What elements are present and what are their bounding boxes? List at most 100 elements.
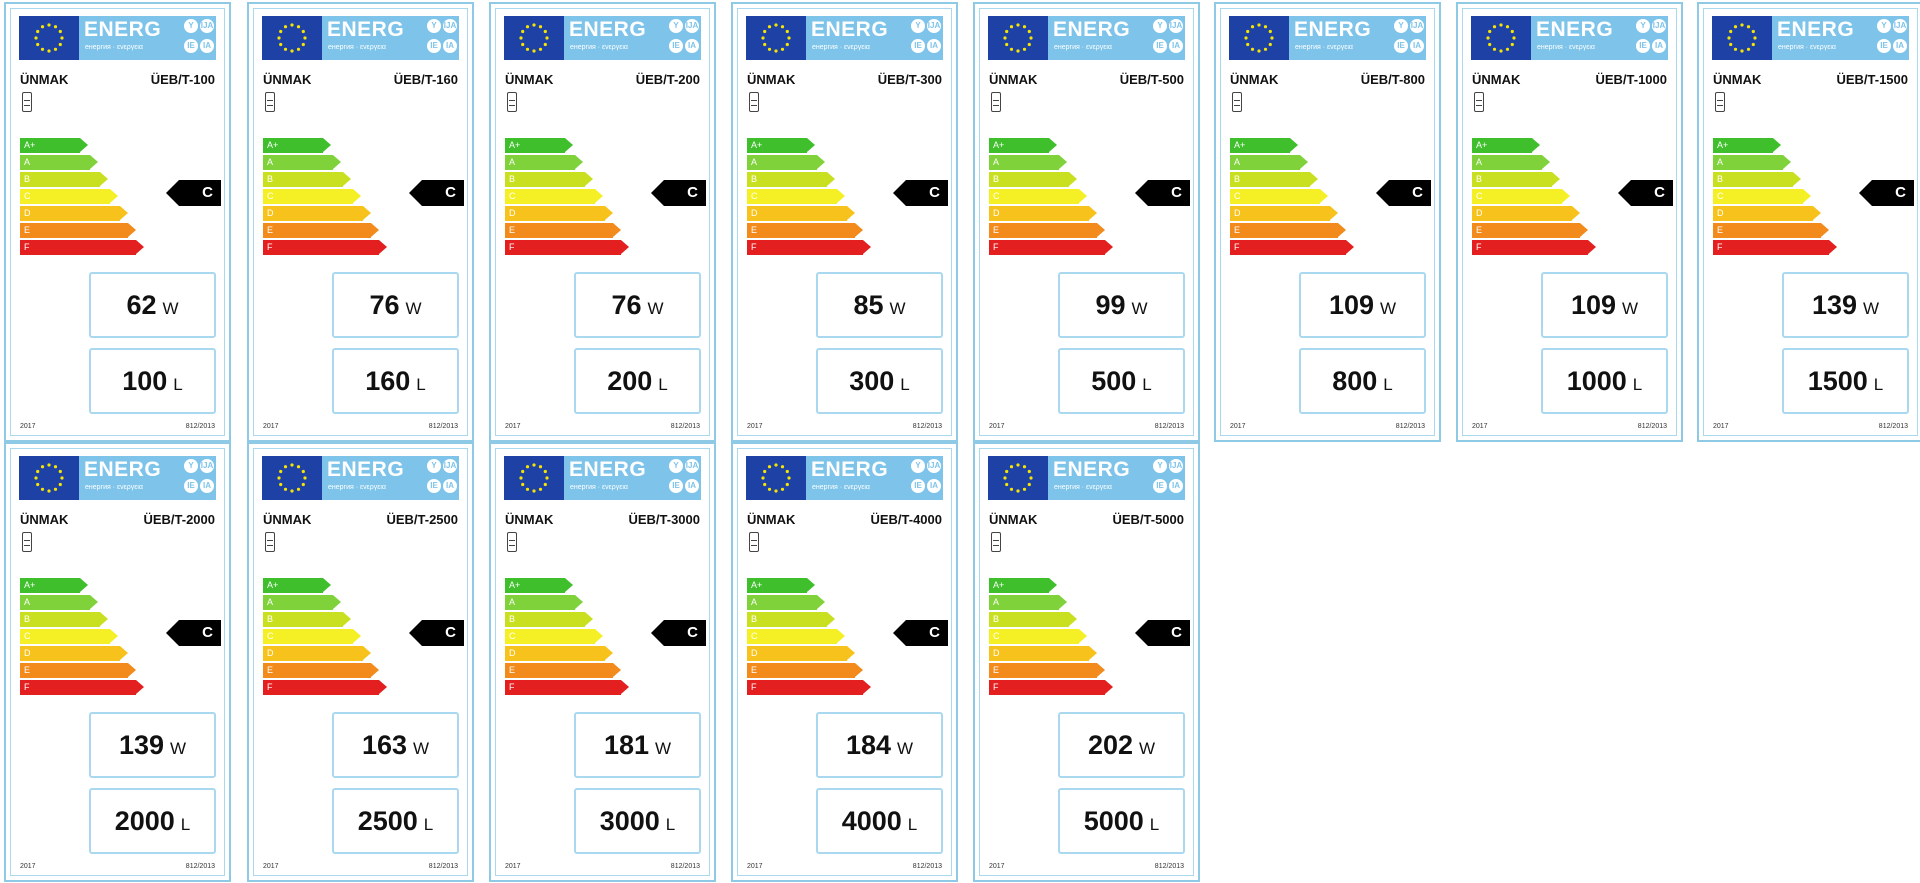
energy-word: ENERG: [811, 18, 889, 41]
volume-value: 1000: [1566, 366, 1627, 396]
energy-label-card: ENERG енергия · ενεργεια Y IJA IE IA ÜNMAK ÜEB/…: [489, 442, 716, 882]
language-code-circle: Y: [184, 19, 198, 33]
rating-arrow: C: [166, 180, 221, 206]
language-code-circle: IE: [1153, 479, 1167, 493]
volume-box: 1500 L: [1782, 348, 1909, 414]
rating-arrow: C: [651, 180, 706, 206]
energy-label-header: ENERG енергия · ενεργεια Y IJA IE IA: [1229, 16, 1426, 60]
power-box: 181 W: [574, 712, 701, 778]
efficiency-class-bar: A: [1230, 155, 1308, 170]
volume-box: 200 L: [574, 348, 701, 414]
power-box: 139 W: [89, 712, 216, 778]
volume-value: 4000: [841, 806, 902, 836]
energy-label-header: ENERG енергия · ενεργεια Y IJA IE IA: [19, 16, 216, 60]
language-code-circle: IA: [443, 479, 457, 493]
efficiency-class-bar: F: [1472, 240, 1596, 255]
volume-box: 500 L: [1058, 348, 1185, 414]
energy-banner: ENERG енергия · ενεργεια Y IJA IE IA: [564, 16, 701, 60]
efficiency-class-bar: A+: [1713, 138, 1781, 153]
energy-word: ENERG: [327, 18, 405, 41]
label-inner-border: [1462, 8, 1677, 436]
energy-label-header: ENERG енергия · ενεργεια Y IJA IE IA: [504, 16, 701, 60]
language-code-circle: Y: [1877, 19, 1891, 33]
volume-unit: L: [1383, 375, 1393, 394]
efficiency-class-bar: A+: [989, 578, 1057, 593]
brand-name: ÜNMAK: [20, 512, 69, 527]
efficiency-class-bar: C: [747, 629, 845, 644]
power-box: 184 W: [816, 712, 943, 778]
water-tank-icon: [507, 92, 517, 112]
rating-arrow: C: [166, 620, 221, 646]
power-box: 109 W: [1541, 272, 1668, 338]
label-year: 2017: [1713, 423, 1729, 430]
power-box: 85 W: [816, 272, 943, 338]
volume-unit: L: [665, 815, 676, 834]
efficiency-class-bar: C: [1230, 189, 1328, 204]
volume-box: 5000 L: [1058, 788, 1185, 854]
language-code-circle: IA: [443, 39, 457, 53]
eu-flag-icon: [746, 456, 806, 500]
efficiency-class-bar: C: [263, 629, 361, 644]
regulation-number: 812/2013: [670, 423, 700, 430]
volume-box: 1000 L: [1541, 348, 1668, 414]
efficiency-class-bar: A: [505, 595, 583, 610]
language-code-circle: IE: [184, 479, 198, 493]
label-year: 2017: [20, 863, 36, 870]
energy-label-card: ENERG енергия · ενεργεια Y IJA IE IA ÜNMAK ÜEB/…: [1214, 2, 1441, 442]
efficiency-class-bar: A: [263, 595, 341, 610]
power-unit: W: [1863, 299, 1880, 318]
energy-banner: ENERG енергия · ενεργεια Y IJA IE IA: [322, 456, 459, 500]
model-name: ÜEB/T-800: [1360, 72, 1425, 87]
language-code-circle: IA: [1410, 39, 1424, 53]
rating-arrow: C: [893, 180, 948, 206]
efficiency-class-bar: F: [989, 680, 1113, 695]
eu-flag-icon: [988, 16, 1048, 60]
energy-word: ENERG: [1053, 458, 1131, 481]
energy-subline: енергия · ενεργεια: [812, 44, 870, 51]
volume-unit: L: [1149, 815, 1160, 834]
regulation-number: 812/2013: [1395, 423, 1425, 430]
energy-subline: енергия · ενεργεια: [85, 44, 143, 51]
regulation-number: 812/2013: [428, 863, 458, 870]
efficiency-class-bar: E: [989, 223, 1105, 238]
energy-banner: ENERG енергия · ενεργεια Y IJA IE IA: [1772, 16, 1909, 60]
energy-word: ENERG: [84, 458, 162, 481]
energy-label-header: ENERG енергия · ενεργεια Y IJA IE IA: [746, 16, 943, 60]
language-code-circle: Y: [184, 459, 198, 473]
power-unit: W: [405, 299, 422, 318]
label-inner-border: [253, 8, 468, 436]
power-value: 76: [369, 290, 400, 320]
efficiency-class-bar: F: [747, 680, 871, 695]
eu-flag-icon: [746, 16, 806, 60]
energy-word: ENERG: [569, 458, 647, 481]
efficiency-class-bar: B: [263, 612, 351, 627]
water-tank-icon: [749, 92, 759, 112]
efficiency-class-bar: A+: [989, 138, 1057, 153]
language-code-circle: IE: [427, 479, 441, 493]
efficiency-class-bar: E: [1472, 223, 1588, 238]
energy-word: ENERG: [1294, 18, 1372, 41]
language-code-circle: IJA: [927, 459, 941, 473]
rating-arrow: C: [409, 620, 464, 646]
energy-subline: енергия · ενεργεια: [1054, 44, 1112, 51]
efficiency-class-bar: E: [1230, 223, 1346, 238]
label-inner-border: [979, 8, 1194, 436]
efficiency-class-bar: E: [505, 223, 621, 238]
efficiency-class-bar: D: [263, 646, 371, 661]
efficiency-class-bar: A+: [747, 578, 815, 593]
model-name: ÜEB/T-4000: [870, 512, 942, 527]
volume-box: 160 L: [332, 348, 459, 414]
energy-label-card: ENERG енергия · ενεργεια Y IJA IE IA ÜNMAK ÜEB/…: [4, 2, 231, 442]
eu-flag-icon: [262, 16, 322, 60]
energy-word: ENERG: [1053, 18, 1131, 41]
efficiency-class-bar: B: [20, 172, 108, 187]
eu-flag-icon: [262, 456, 322, 500]
energy-label-header: ENERG енергия · ενεργεια Y IJA IE IA: [504, 456, 701, 500]
energy-label-header: ENERG енергия · ενεργεια Y IJA IE IA: [262, 456, 459, 500]
energy-subline: енергия · ενεργεια: [570, 44, 628, 51]
language-code-circle: IJA: [1893, 19, 1907, 33]
energy-label-header: ENERG енергия · ενεργεια Y IJA IE IA: [19, 456, 216, 500]
efficiency-class-bar: C: [989, 189, 1087, 204]
energy-word: ENERG: [84, 18, 162, 41]
label-year: 2017: [263, 863, 279, 870]
